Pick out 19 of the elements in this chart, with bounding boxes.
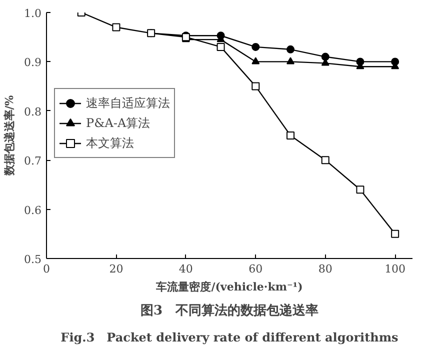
x-axis-title: 车流量密度/(vehicle·km⁻¹) [155,280,303,294]
y-tick-label: 0.8 [24,105,42,118]
x-tick-label: 20 [109,262,124,276]
y-tick-label: 0.9 [24,56,42,70]
text: Fig.3 Packet delivery rate of different algorithms [60,330,399,344]
x-tick-label: 40 [178,262,193,276]
x-tick-label: 0 [43,262,50,276]
legend-label: 速率自适应算法 [86,94,170,112]
y-tick-label: 0.5 [24,253,42,266]
y-tick-label: 0.6 [24,204,42,217]
x-tick-label: 80 [318,262,332,276]
text: 图3 不同算法的数据包递送率 [140,302,319,318]
x-tick-label: 60 [248,262,263,276]
legend-label: P&A-A算法 [86,114,150,132]
y-axis-title: 数据包递送率/% [3,94,16,177]
y-tick-label: 0.7 [24,154,42,168]
y-tick-label: 1.0 [24,7,42,20]
x-tick-label: 100 [384,262,406,276]
legend-label: 本文算法 [86,134,134,152]
